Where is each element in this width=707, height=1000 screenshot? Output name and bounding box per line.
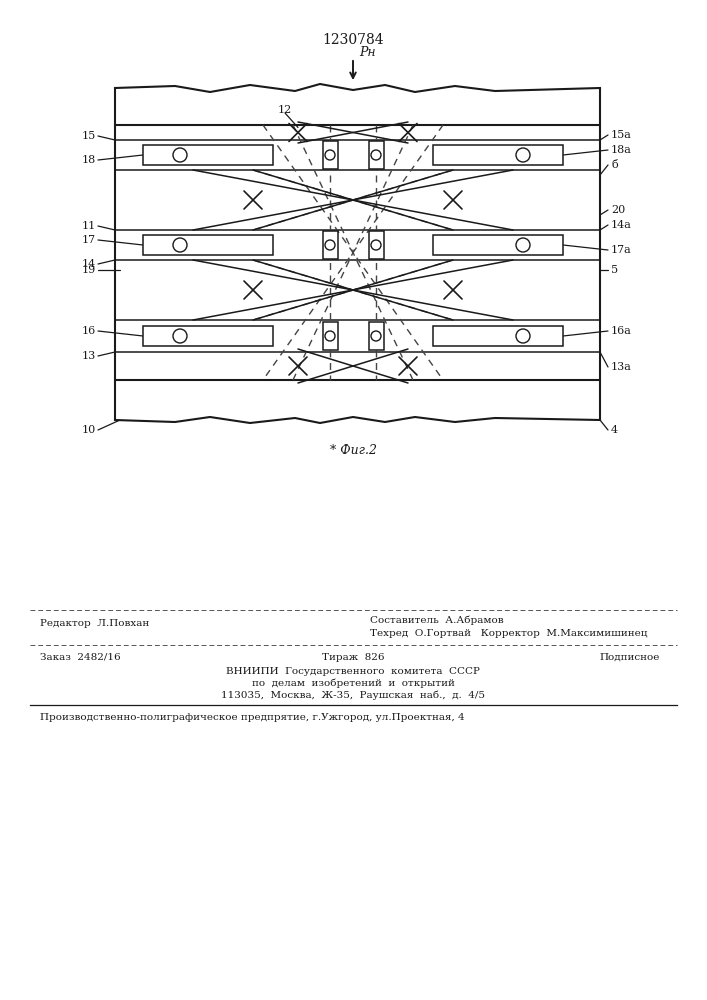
Circle shape xyxy=(371,331,381,341)
Circle shape xyxy=(371,150,381,160)
Text: 113035,  Москва,  Ж-35,  Раушская  наб.,  д.  4/5: 113035, Москва, Ж-35, Раушская наб., д. … xyxy=(221,690,485,700)
Bar xyxy=(433,145,563,165)
Circle shape xyxy=(325,240,335,250)
Text: Производственно-полиграфическое предпрятие, г.Ужгород, ул.Проектная, 4: Производственно-полиграфическое предпрят… xyxy=(40,712,464,722)
Text: 18a: 18a xyxy=(611,145,632,155)
Bar xyxy=(433,326,563,346)
Text: 17a: 17a xyxy=(611,245,632,255)
Text: 13: 13 xyxy=(82,351,96,361)
Text: Редактор  Л.Повхан: Редактор Л.Повхан xyxy=(40,619,149,629)
Text: 18: 18 xyxy=(82,155,96,165)
Text: 4: 4 xyxy=(611,425,618,435)
Text: 16: 16 xyxy=(82,326,96,336)
Bar xyxy=(322,141,337,169)
Text: 17: 17 xyxy=(82,235,96,245)
Text: 12: 12 xyxy=(278,105,292,115)
Text: 5: 5 xyxy=(611,265,618,275)
Text: 1230784: 1230784 xyxy=(322,33,384,47)
Text: 11: 11 xyxy=(82,221,96,231)
Text: Тираж  826: Тираж 826 xyxy=(322,652,384,662)
Text: * Фиг.2: * Фиг.2 xyxy=(329,444,377,456)
Text: 14a: 14a xyxy=(611,220,632,230)
Text: 20: 20 xyxy=(611,205,625,215)
Circle shape xyxy=(516,238,530,252)
Bar xyxy=(143,145,273,165)
Circle shape xyxy=(173,238,187,252)
Text: 16a: 16a xyxy=(611,326,632,336)
Text: 15: 15 xyxy=(82,131,96,141)
Bar xyxy=(143,326,273,346)
Text: Заказ  2482/16: Заказ 2482/16 xyxy=(40,652,121,662)
Circle shape xyxy=(516,148,530,162)
Bar xyxy=(143,235,273,255)
Text: Подписное: Подписное xyxy=(600,652,660,662)
Text: б: б xyxy=(611,160,618,170)
Text: ВНИИПИ  Государственного  комитета  СССР: ВНИИПИ Государственного комитета СССР xyxy=(226,666,480,676)
Bar xyxy=(368,322,383,350)
Text: Pн: Pн xyxy=(359,46,375,60)
Text: 19: 19 xyxy=(82,265,96,275)
Bar xyxy=(368,141,383,169)
Text: 13a: 13a xyxy=(611,362,632,372)
Circle shape xyxy=(516,329,530,343)
Bar xyxy=(368,231,383,259)
Bar xyxy=(322,322,337,350)
Circle shape xyxy=(173,148,187,162)
Circle shape xyxy=(371,240,381,250)
Text: по  делам  изобретений  и  открытий: по делам изобретений и открытий xyxy=(252,678,455,688)
Circle shape xyxy=(173,329,187,343)
Circle shape xyxy=(325,150,335,160)
Text: 15a: 15a xyxy=(611,130,632,140)
Text: Составитель  А.Абрамов: Составитель А.Абрамов xyxy=(370,615,503,625)
Bar xyxy=(433,235,563,255)
Text: 10: 10 xyxy=(82,425,96,435)
Text: 14: 14 xyxy=(82,259,96,269)
Text: Техред  О.Гортвай   Корректор  М.Максимишинец: Техред О.Гортвай Корректор М.Максимишине… xyxy=(370,630,648,639)
Bar xyxy=(322,231,337,259)
Circle shape xyxy=(325,331,335,341)
